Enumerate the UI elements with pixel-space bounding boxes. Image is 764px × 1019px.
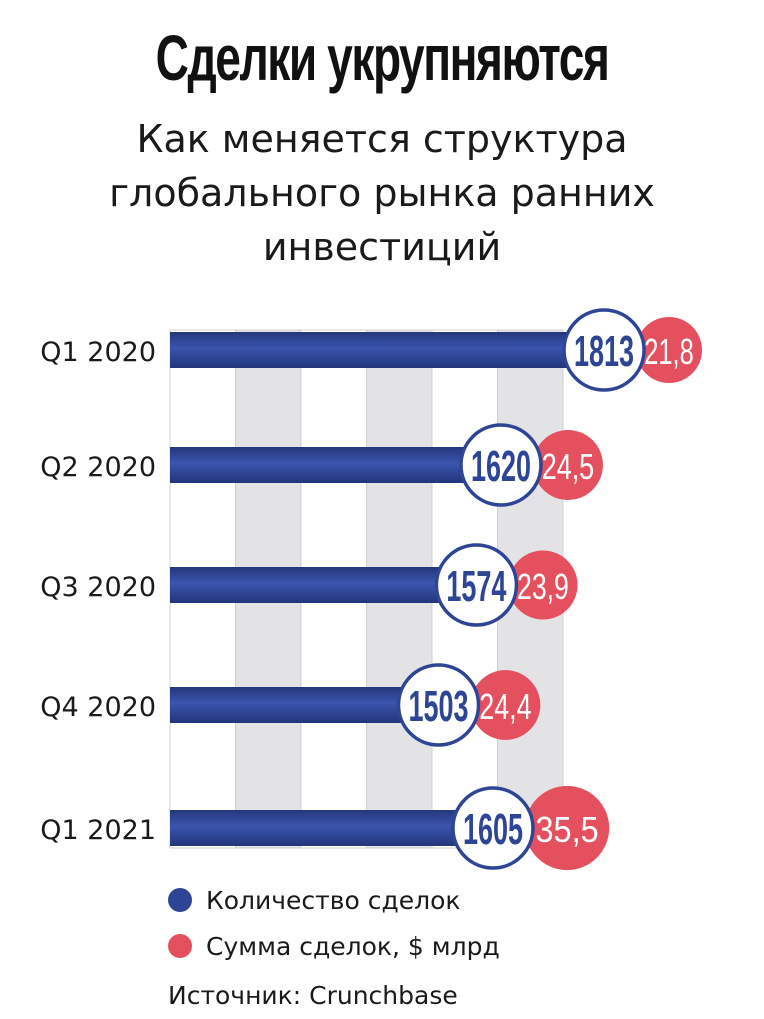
count-value-label: 1813 [574,327,634,376]
chart-subtitle: Как меняется структура глобального рынка… [109,117,655,269]
count-value-label: 1574 [446,562,506,611]
sum-value-label: 23,9 [517,566,569,607]
sum-value-label: 24,4 [479,686,531,727]
category-label: Q1 2021 [40,815,156,846]
legend-label-count: Количество сделок [206,885,461,915]
legend-swatch-count [168,888,192,912]
sum-bubble [524,785,610,871]
sum-bubble [532,430,603,500]
count-circle [459,423,543,507]
legend-item-count: Количество сделок [168,880,461,920]
sum-bubble [636,317,702,383]
count-bar [170,687,439,723]
legend-label-sum: Сумма сделок, $ млрд [206,931,500,961]
category-label: Q2 2020 [40,452,156,483]
source-note: Источник: Crunchbase [168,981,458,1010]
count-value-label: 1605 [463,805,523,854]
legend-swatch-sum [168,934,192,958]
category-label: Q1 2020 [40,337,156,368]
count-bar [170,567,477,603]
count-bar [170,332,604,368]
count-circle [562,308,646,392]
chart-title: Сделки укрупняются [155,22,610,94]
count-circle [451,786,535,870]
count-circle [396,663,481,747]
bars-layer [170,332,604,846]
count-value-label: 1503 [409,682,469,731]
count-circle [434,543,519,627]
sum-bubble [470,670,541,740]
category-labels-layer: Q1 2020 Q2 2020 Q3 2020 Q4 2020 Q1 2021 [40,337,156,846]
count-value-label: 1620 [471,442,531,491]
sum-value-label: 35,5 [535,809,598,850]
category-label: Q4 2020 [40,692,156,723]
category-label: Q3 2020 [40,572,156,603]
sum-value-label: 24,5 [542,446,594,487]
count-bar [170,447,501,483]
sum-bubble [508,550,578,620]
count-bar [170,810,493,846]
sum-value-label: 21,8 [644,331,694,372]
legend-item-sum: Сумма сделок, $ млрд [168,926,500,966]
